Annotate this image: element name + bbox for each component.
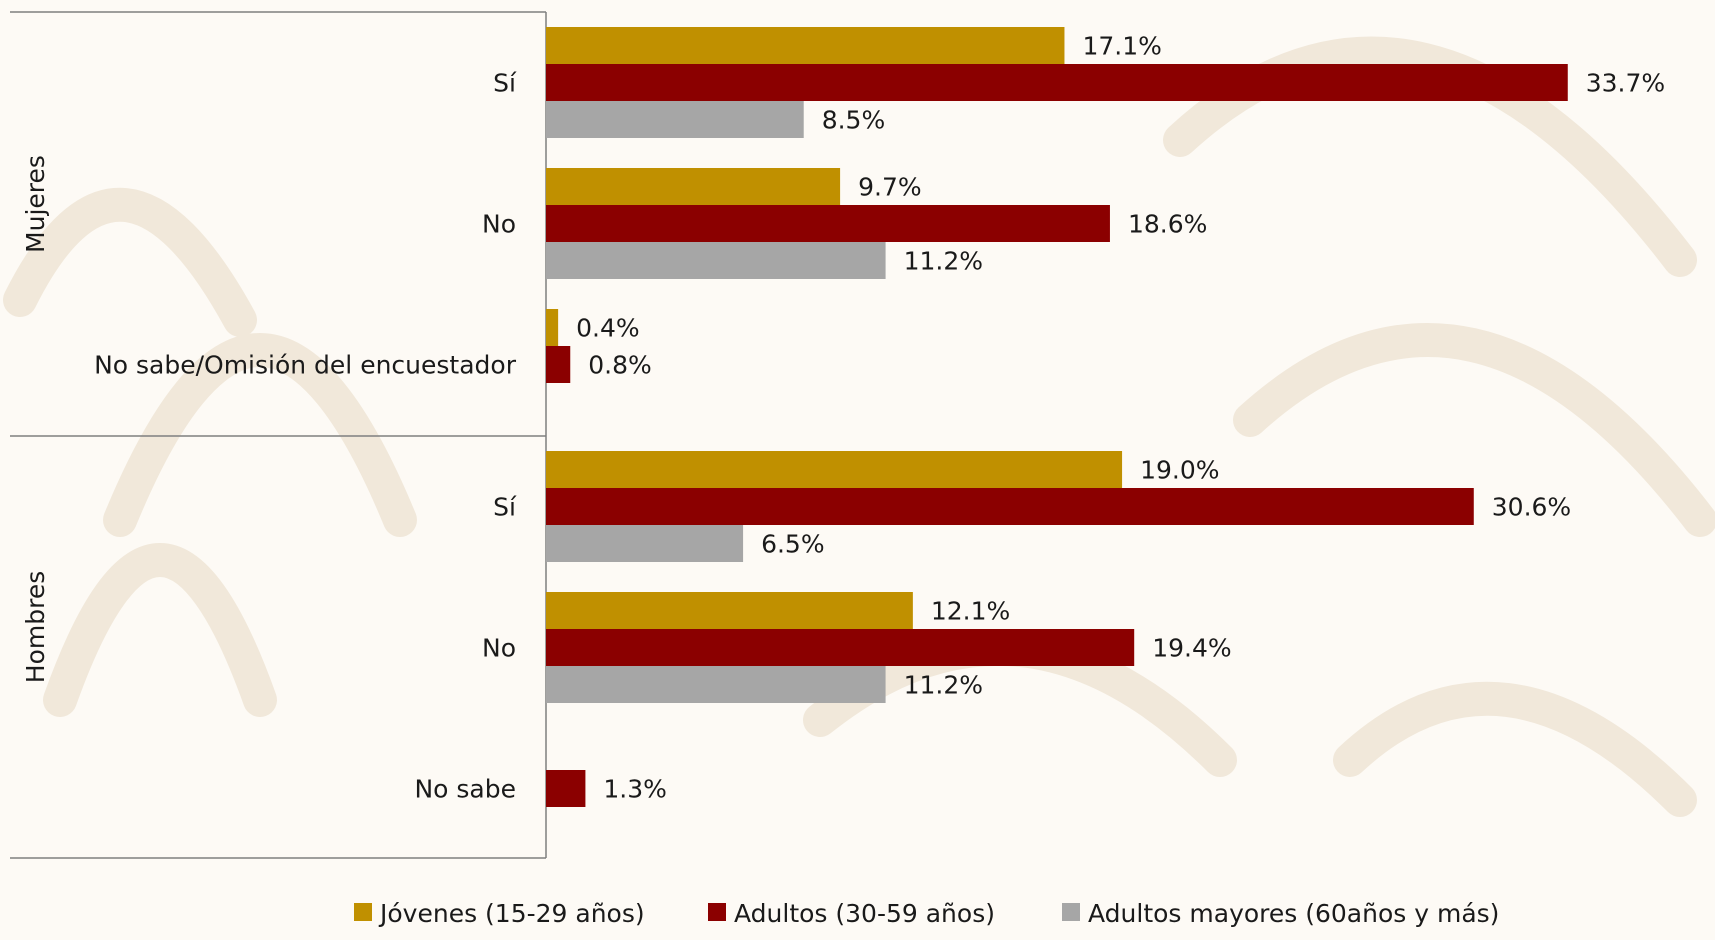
data-label: 9.7% — [858, 173, 922, 202]
bar — [546, 451, 1123, 488]
data-label: 33.7% — [1586, 69, 1665, 98]
bar — [546, 666, 886, 703]
bar — [546, 592, 913, 629]
bar — [546, 629, 1135, 666]
background-arc — [3, 188, 257, 337]
data-label: 0.4% — [576, 314, 640, 343]
bar — [546, 488, 1474, 525]
legend-label: Jóvenes (15-29 años) — [378, 899, 645, 928]
category-label: No — [482, 210, 516, 239]
bar — [546, 101, 804, 138]
group-label: Hombres — [21, 571, 50, 683]
bars-layer — [546, 27, 1568, 807]
category-label: Sí — [493, 493, 517, 522]
category-label: No sabe/Omisión del encuestador — [94, 351, 517, 380]
bar — [546, 242, 886, 279]
labels-layer: Mujeres Sí 17.1% 33.7% 8.5% No 9.7% 18.6% 11.2% N… — [21, 32, 1665, 804]
data-label: 12.1% — [931, 597, 1010, 626]
data-label: 18.6% — [1128, 210, 1207, 239]
legend: Jóvenes (15-29 años) Adultos (30-59 años)… — [354, 899, 1499, 928]
data-label: 30.6% — [1492, 493, 1571, 522]
group-label: Mujeres — [21, 155, 50, 253]
data-label: 0.8% — [588, 351, 652, 380]
data-label: 11.2% — [904, 247, 983, 276]
bar — [546, 168, 841, 205]
category-label: No sabe — [414, 775, 516, 804]
bar — [546, 64, 1568, 101]
bar — [546, 309, 559, 346]
legend-swatch — [1062, 903, 1080, 921]
bar — [546, 346, 571, 383]
bar — [546, 27, 1065, 64]
legend-swatch — [708, 903, 726, 921]
data-label: 19.0% — [1140, 456, 1219, 485]
legend-label: Adultos mayores (60años y más) — [1088, 899, 1499, 928]
background-arc — [43, 543, 277, 717]
data-label: 19.4% — [1152, 634, 1231, 663]
legend-label: Adultos (30-59 años) — [734, 899, 995, 928]
data-label: 8.5% — [822, 106, 886, 135]
chart-frame — [10, 11, 547, 859]
bar — [546, 205, 1110, 242]
bar — [546, 525, 744, 562]
data-label: 17.1% — [1082, 32, 1161, 61]
background-arc — [1333, 681, 1697, 817]
data-label: 6.5% — [761, 530, 825, 559]
category-label: No — [482, 634, 516, 663]
category-label: Sí — [493, 69, 517, 98]
background-arc — [103, 333, 417, 537]
data-label: 11.2% — [904, 671, 983, 700]
bar — [546, 770, 586, 807]
background-arc — [1233, 323, 1715, 537]
legend-swatch — [354, 903, 372, 921]
data-label: 1.3% — [603, 775, 667, 804]
